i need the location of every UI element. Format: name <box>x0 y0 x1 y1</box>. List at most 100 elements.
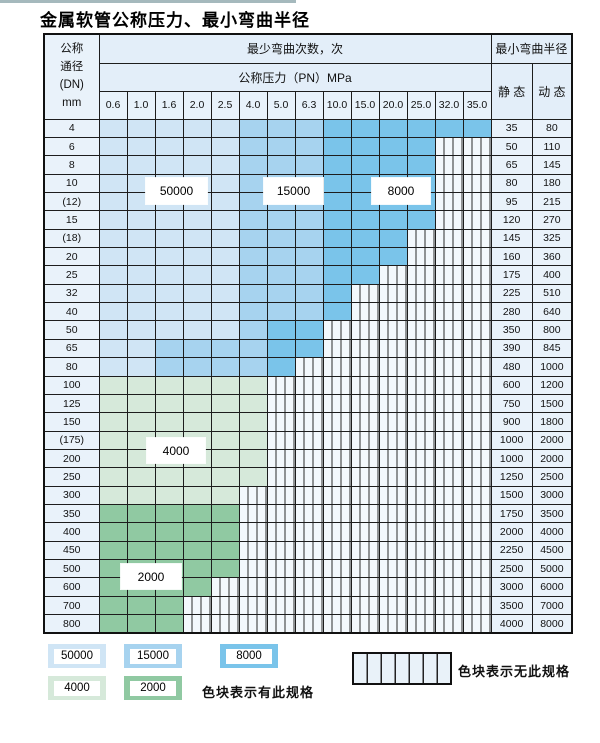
no-spec-cell <box>294 614 324 634</box>
spec-cell <box>126 375 156 395</box>
dynamic-radius-value: 180 <box>531 173 573 193</box>
dn-label: (175) <box>43 430 100 450</box>
no-spec-cell <box>350 320 380 340</box>
no-spec-cell <box>322 467 352 487</box>
no-spec-cell <box>350 577 380 597</box>
dn-label: 200 <box>43 448 100 469</box>
spec-cell <box>266 247 296 267</box>
static-radius-value: 1250 <box>490 467 533 487</box>
dynamic-radius-value: 845 <box>531 338 573 359</box>
static-radius-value: 350 <box>490 320 533 340</box>
pressure-column-header: 1.0 <box>126 90 156 120</box>
static-radius-value: 3000 <box>490 577 533 597</box>
spec-cell <box>182 265 212 285</box>
no-spec-cell <box>350 614 380 634</box>
spec-cell <box>294 338 324 359</box>
legend-swatch-4000: 4000 <box>48 676 106 700</box>
no-spec-cell <box>266 540 296 561</box>
no-spec-cell <box>238 522 268 542</box>
spec-cell <box>98 393 128 414</box>
no-spec-cell <box>434 375 464 395</box>
spec-cell <box>238 412 268 432</box>
no-spec-cell <box>462 614 492 634</box>
spec-cell <box>98 118 128 138</box>
no-spec-cell <box>462 393 492 414</box>
no-spec-cell <box>434 265 464 285</box>
dynamic-radius-value: 400 <box>531 265 573 285</box>
spec-cell <box>154 375 184 395</box>
dynamic-radius-value: 6000 <box>531 577 573 597</box>
no-spec-cell <box>294 357 324 377</box>
table-row: 350 1750 3500 <box>43 504 573 524</box>
static-radius-value: 2000 <box>490 522 533 542</box>
spec-cell <box>98 228 128 249</box>
table-row: (18) 145 325 <box>43 228 573 249</box>
no-spec-cell <box>350 357 380 377</box>
spec-cell <box>294 247 324 267</box>
dynamic-radius-value: 1800 <box>531 412 573 432</box>
no-spec-cell <box>406 614 436 634</box>
spec-cell <box>182 485 212 506</box>
spec-cell <box>182 320 212 340</box>
no-spec-cell <box>350 522 380 542</box>
dn-label: 65 <box>43 338 100 359</box>
spec-cell <box>266 302 296 322</box>
no-spec-cell <box>238 540 268 561</box>
spec-cell <box>238 448 268 469</box>
no-spec-cell <box>266 375 296 395</box>
dynamic-radius-value: 2500 <box>531 467 573 487</box>
no-spec-cell <box>434 393 464 414</box>
no-spec-cell <box>378 357 408 377</box>
static-radius-value: 35 <box>490 118 533 138</box>
dn-label: 500 <box>43 559 100 579</box>
no-spec-cell <box>406 265 436 285</box>
dn-label: 40 <box>43 302 100 322</box>
no-spec-cell <box>238 577 268 597</box>
no-spec-cell <box>406 412 436 432</box>
no-spec-cell <box>462 357 492 377</box>
static-radius-value: 4000 <box>490 614 533 634</box>
pressure-column-header: 32.0 <box>434 90 464 120</box>
no-spec-cell <box>294 540 324 561</box>
no-spec-cell <box>462 504 492 524</box>
no-spec-cell <box>322 540 352 561</box>
table-row: 65 390 845 <box>43 338 573 359</box>
no-spec-cell <box>434 412 464 432</box>
dn-label: 10 <box>43 173 100 193</box>
no-spec-cell <box>406 393 436 414</box>
static-radius-value: 65 <box>490 155 533 175</box>
no-spec-cell <box>294 430 324 450</box>
spec-cell <box>98 412 128 432</box>
legend-swatch-2000: 2000 <box>124 676 182 700</box>
dynamic-radius-value: 1000 <box>531 357 573 377</box>
no-spec-cell <box>462 522 492 542</box>
no-spec-cell <box>350 595 380 616</box>
spec-cell <box>182 338 212 359</box>
region-label-15000: 15000 <box>264 178 323 204</box>
spec-cell <box>378 247 408 267</box>
spec-cell <box>98 577 128 597</box>
no-spec-cell <box>294 393 324 414</box>
no-spec-cell <box>378 375 408 395</box>
dynamic-radius-value: 3500 <box>531 504 573 524</box>
spec-cell <box>126 228 156 249</box>
no-spec-cell <box>266 412 296 432</box>
spec-cell <box>350 136 380 157</box>
no-spec-cell <box>378 412 408 432</box>
spec-cell <box>210 191 240 212</box>
dn-label: 80 <box>43 357 100 377</box>
static-radius-value: 120 <box>490 210 533 230</box>
no-spec-cell <box>462 375 492 395</box>
spec-cell <box>126 504 156 524</box>
pressure-column-header: 15.0 <box>350 90 380 120</box>
spec-cell <box>210 467 240 487</box>
spec-cell <box>266 320 296 340</box>
no-spec-cell <box>378 302 408 322</box>
spec-cell <box>210 559 240 579</box>
spec-cell <box>322 283 352 304</box>
dn-label: 450 <box>43 540 100 561</box>
pressure-column-header: 2.0 <box>182 90 212 120</box>
no-spec-cell <box>406 540 436 561</box>
spec-cell <box>350 265 380 285</box>
no-spec-cell <box>294 522 324 542</box>
